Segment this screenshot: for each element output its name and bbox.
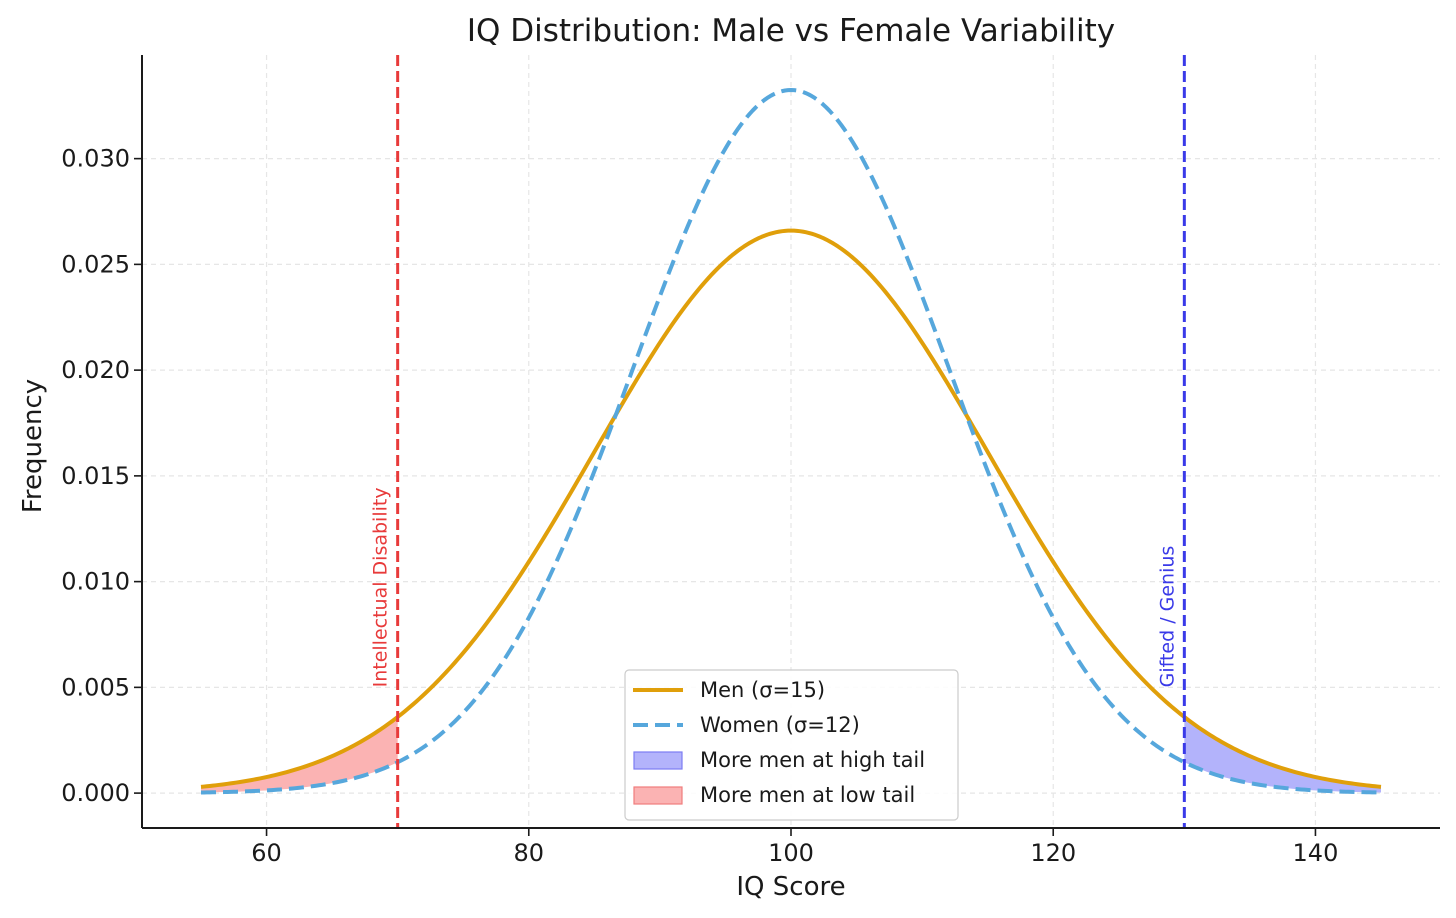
axes: 60 80 100 120 140 0.000 0.005 0.010 0.015 0.020 0.…	[61, 55, 1440, 867]
y-tick-label: 0.030	[61, 145, 130, 173]
x-tick-label: 100	[768, 839, 814, 867]
y-tick-label: 0.000	[61, 779, 130, 807]
legend-low-tail-swatch	[633, 786, 683, 805]
intellectual-disability-label: Intellectual Disability	[370, 487, 392, 687]
chart-title: IQ Distribution: Male vs Female Variabil…	[467, 13, 1115, 49]
legend-label: More men at low tail	[700, 783, 915, 807]
y-tick-label: 0.025	[61, 250, 130, 278]
shaded-regions	[201, 716, 1381, 793]
x-tick-label: 140	[1293, 839, 1339, 867]
legend-box	[624, 669, 959, 821]
x-axis-label: IQ Score	[736, 872, 845, 902]
x-tick-label: 60	[251, 839, 282, 867]
legend-label: Women (σ=12)	[700, 713, 860, 737]
low-tail-region	[201, 716, 398, 793]
legend-high-tail-swatch	[633, 751, 683, 770]
chart-text: IQ Distribution: Male vs Female Variabil…	[18, 13, 1115, 902]
y-tick-label: 0.015	[61, 462, 130, 490]
legend-label: More men at high tail	[700, 748, 925, 772]
threshold-lines: Intellectual Disability Gifted / Genius	[370, 55, 1186, 828]
gifted-genius-label: Gifted / Genius	[1156, 546, 1178, 688]
y-tick-label: 0.010	[61, 568, 130, 596]
y-axis-label: Frequency	[18, 379, 48, 513]
high-tail-region	[1184, 716, 1381, 793]
x-tick-label: 80	[514, 839, 545, 867]
x-tick-label: 120	[1030, 839, 1076, 867]
legend: Men (σ=15) Women (σ=12) More men at high t…	[624, 669, 959, 821]
y-tick-label: 0.020	[61, 356, 130, 384]
y-tick-label: 0.005	[61, 673, 130, 701]
legend-label: Men (σ=15)	[700, 678, 825, 702]
